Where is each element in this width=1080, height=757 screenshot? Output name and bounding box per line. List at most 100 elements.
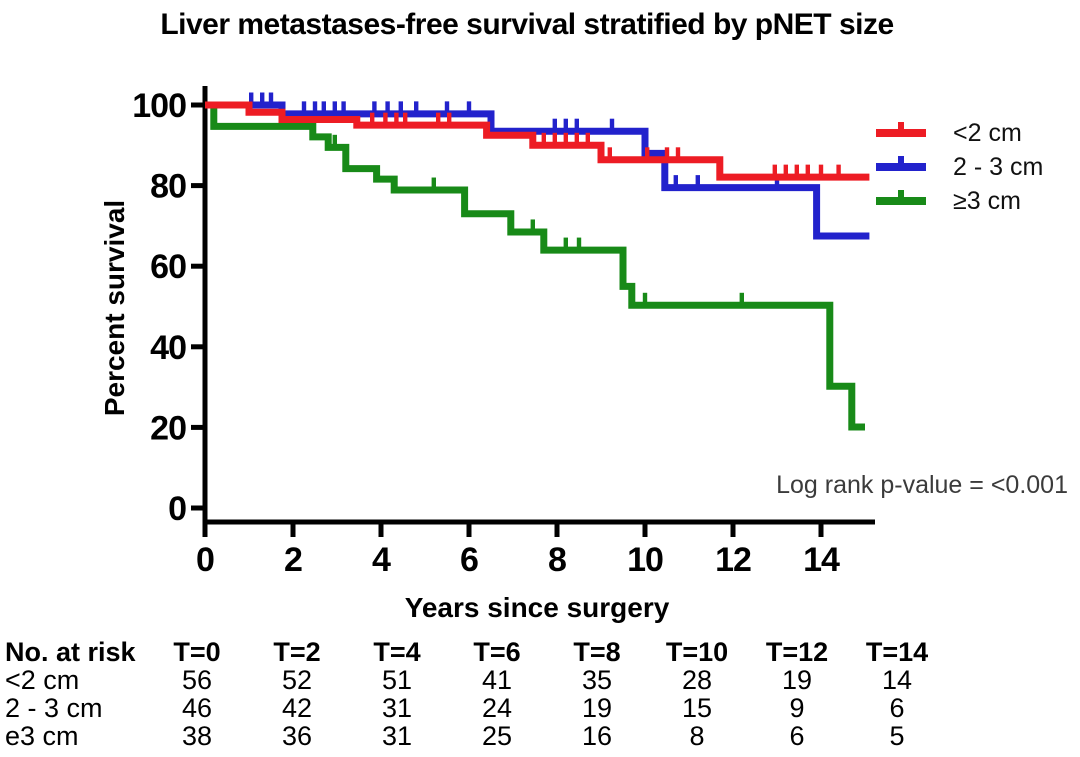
risk-table-row: <2 cm 56 52 51 41 35 28 19 14: [5, 666, 947, 694]
censor-tick: [372, 101, 377, 112]
legend-label: ≥3 cm: [953, 186, 1021, 215]
censor-tick: [444, 101, 450, 112]
censor-tick: [585, 132, 590, 143]
risk-table-row: 2 - 3 cm 46 42 31 24 19 15 9 6: [5, 694, 947, 722]
x-tick-label: 6: [460, 541, 478, 579]
censor-tick: [530, 219, 535, 230]
risk-time-header: T=12: [765, 637, 829, 667]
km-curve-0: [205, 101, 870, 181]
censor-tick: [675, 147, 681, 158]
risk-value: 25: [481, 721, 513, 751]
x-tick-label: 0: [196, 541, 214, 579]
censor-tick: [772, 164, 777, 175]
censor-tick: [783, 164, 788, 175]
risk-time-header: T=8: [573, 637, 621, 667]
censor-tick: [552, 118, 557, 129]
censor-tick: [466, 101, 472, 112]
risk-value: 41: [481, 665, 513, 695]
risk-time-header: T=10: [665, 637, 729, 667]
y-tick-label: 60: [150, 248, 186, 286]
censor-tick: [260, 92, 265, 103]
y-tick-label: 100: [132, 87, 186, 125]
risk-value: 35: [581, 665, 613, 695]
legend-censor-tick-icon: [898, 190, 904, 202]
x-tick-label: 8: [548, 541, 566, 579]
risk-value: 38: [181, 721, 213, 751]
risk-value: 28: [681, 665, 713, 695]
censor-tick: [385, 101, 390, 112]
censor-tick: [436, 112, 441, 123]
risk-time-header: T=4: [373, 637, 421, 667]
censor-tick: [301, 101, 307, 112]
censor-tick: [321, 101, 326, 112]
risk-value: 42: [281, 693, 313, 723]
censor-tick: [398, 101, 403, 112]
x-tick-label: 2: [284, 541, 302, 579]
legend-line-swatch: [876, 122, 926, 137]
risk-value: 8: [689, 721, 705, 751]
censor-tick: [576, 237, 582, 248]
risk-value: 16: [581, 721, 613, 751]
censor-tick: [431, 177, 436, 188]
risk-time-header: T=6: [473, 637, 521, 667]
risk-value: 14: [881, 665, 913, 695]
risk-table: No. at risk T=0 T=2 T=4 T=6 T=8 T=10 T=12 T=14 <2…: [5, 638, 947, 750]
chart-title: Liver metastases-free survival stratifie…: [160, 8, 894, 41]
risk-value: 5: [889, 721, 905, 751]
risk-value: 31: [381, 721, 413, 751]
censor-tick: [312, 101, 318, 112]
legend-censor-tick-icon: [898, 122, 904, 134]
risk-value: 52: [281, 665, 313, 695]
risk-time-header: T=14: [865, 637, 929, 667]
risk-value: 31: [381, 693, 413, 723]
censor-tick: [574, 118, 579, 129]
risk-table-header-row: No. at risk T=0 T=2 T=4 T=6 T=8 T=10 T=12 T=14: [5, 638, 947, 666]
y-tick-label: 80: [150, 168, 186, 206]
censor-tick: [332, 101, 337, 112]
censor-tick: [370, 112, 375, 123]
legend-line-swatch: [876, 190, 926, 205]
censor-tick: [739, 292, 744, 303]
risk-time-header: T=0: [173, 637, 221, 667]
x-tick-label: 4: [372, 541, 391, 579]
x-tick-label: 12: [715, 541, 751, 579]
risk-value: 24: [481, 693, 513, 723]
legend-label: 2 - 3 cm: [953, 152, 1044, 181]
censor-tick: [249, 92, 254, 103]
censor-tick: [447, 112, 452, 123]
censor-tick: [414, 101, 419, 112]
risk-value: 15: [681, 693, 713, 723]
y-tick-label: 40: [150, 329, 186, 367]
censor-tick: [836, 164, 841, 175]
risk-value: 9: [789, 693, 805, 723]
risk-row-label: <2 cm: [5, 665, 80, 695]
censor-tick: [541, 132, 546, 143]
risk-value: 36: [281, 721, 313, 751]
censor-tick: [664, 147, 670, 158]
censor-tick: [341, 101, 346, 112]
risk-row-label: e3 cm: [5, 721, 79, 751]
censor-tick: [818, 164, 824, 175]
y-axis-title: Percent survival: [99, 199, 130, 417]
risk-row-label: 2 - 3 cm: [5, 693, 103, 723]
y-tick-label: 0: [168, 490, 186, 528]
risk-value: 56: [181, 665, 213, 695]
censor-tick: [673, 175, 678, 186]
pvalue-annotation: Log rank p-value = <0.001: [776, 471, 1068, 499]
censor-tick: [607, 147, 612, 158]
legend-censor-tick-icon: [898, 156, 904, 168]
legend-item-1: 2 - 3 cm: [876, 150, 1043, 184]
legend: <2 cm 2 - 3 cm ≥3 cm: [876, 116, 1043, 218]
censor-tick: [574, 132, 579, 143]
censor-tick: [642, 292, 648, 303]
risk-table-title: No. at risk: [5, 637, 136, 667]
censor-tick: [552, 132, 557, 143]
censor-tick: [805, 164, 810, 175]
censor-tick: [403, 112, 408, 123]
risk-time-header: T=2: [273, 637, 321, 667]
legend-item-2: ≥3 cm: [876, 184, 1043, 218]
legend-label: <2 cm: [953, 118, 1022, 147]
censor-tick: [563, 132, 568, 143]
risk-value: 19: [581, 693, 613, 723]
